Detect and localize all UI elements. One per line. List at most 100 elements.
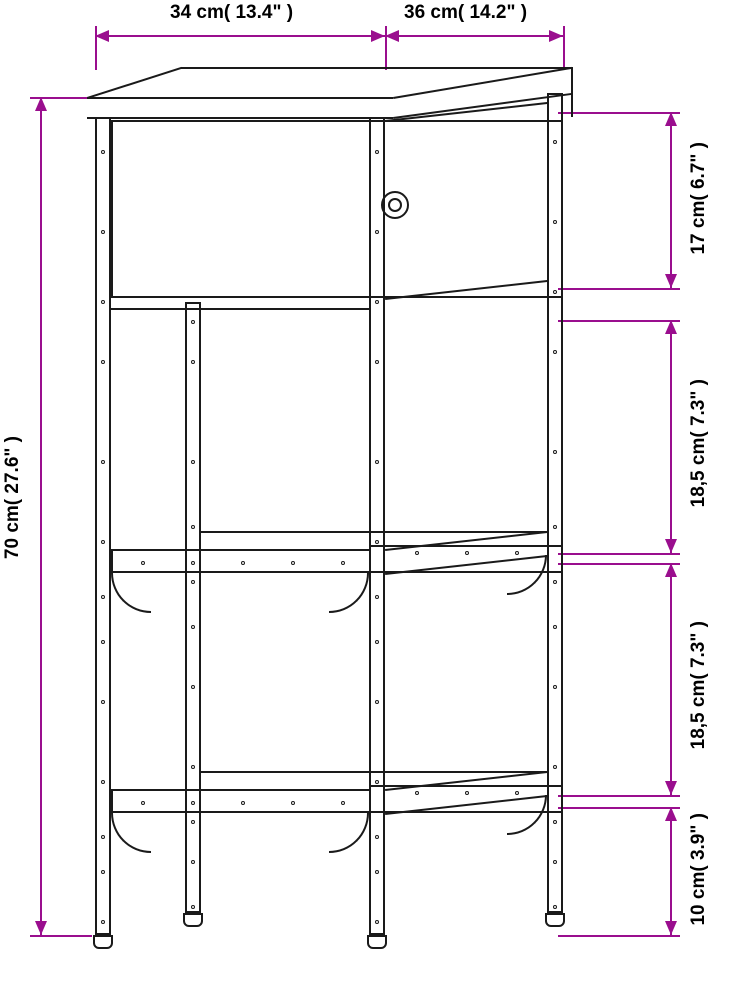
- dim-end-bar: [30, 97, 92, 99]
- rivet: [375, 920, 379, 924]
- shelf-2-back: [201, 771, 547, 773]
- bracket-s2-fl: [111, 813, 151, 853]
- arrow-icon: [35, 97, 47, 111]
- rivet: [375, 700, 379, 704]
- top-back-edge: [181, 67, 571, 69]
- bracket-s2-br: [507, 795, 547, 835]
- rivet: [241, 801, 245, 805]
- rivet: [191, 625, 195, 629]
- dim-in: ( 14.2" ): [458, 2, 527, 23]
- dim-end-bar: [558, 112, 680, 114]
- bracket-s1-br: [507, 555, 547, 595]
- dim-end-bar: [558, 288, 680, 290]
- rivet: [375, 780, 379, 784]
- rivet: [553, 220, 557, 224]
- rivet: [191, 460, 195, 464]
- arrow-icon: [665, 274, 677, 288]
- dim-label-d1: 17 cm( 6.7" ): [688, 142, 710, 255]
- rivet: [101, 230, 105, 234]
- arrow-icon: [665, 563, 677, 577]
- dim-line-d4: [670, 807, 672, 935]
- dim-end-bar: [95, 26, 97, 70]
- arrow-icon: [665, 781, 677, 795]
- shelf-1-back: [201, 531, 547, 533]
- diagram-canvas: 34 cm( 13.4" )36 cm( 14.2" )70 cm( 27.6"…: [0, 0, 737, 983]
- rivet: [191, 820, 195, 824]
- dim-end-bar: [563, 26, 565, 70]
- dim-in: ( 27.6" ): [2, 436, 23, 505]
- drawer-knob-inner: [388, 198, 402, 212]
- rivet: [415, 791, 419, 795]
- dim-in: ( 7.3" ): [688, 379, 709, 438]
- rivet: [341, 801, 345, 805]
- dim-line-d3: [670, 563, 672, 795]
- rivet: [101, 920, 105, 924]
- arrow-icon: [665, 112, 677, 126]
- rivet: [375, 300, 379, 304]
- rivet: [375, 640, 379, 644]
- rivet: [191, 765, 195, 769]
- top-left-diag: [87, 67, 182, 99]
- rivet: [553, 450, 557, 454]
- bracket-s1-fl: [111, 573, 151, 613]
- rivet: [141, 561, 145, 565]
- rivet: [553, 820, 557, 824]
- rivet: [141, 801, 145, 805]
- rivet: [375, 150, 379, 154]
- dim-in: ( 13.4" ): [224, 2, 293, 23]
- rivet: [291, 801, 295, 805]
- rivet: [101, 595, 105, 599]
- rivet: [465, 551, 469, 555]
- dim-in: ( 6.7" ): [688, 142, 709, 201]
- arrow-icon: [665, 320, 677, 334]
- rivet: [191, 360, 195, 364]
- rivet: [553, 685, 557, 689]
- arrow-icon: [549, 30, 563, 42]
- dim-end-bar: [558, 807, 680, 809]
- rivet: [101, 150, 105, 154]
- arrow-icon: [385, 30, 399, 42]
- rivet: [341, 561, 345, 565]
- rivet: [191, 685, 195, 689]
- top-right-side: [571, 67, 573, 117]
- dim-cm: 18,5 cm: [688, 680, 709, 750]
- rivet: [553, 860, 557, 864]
- rivet: [553, 140, 557, 144]
- dim-cm: 36 cm: [404, 2, 458, 23]
- rivet: [191, 801, 195, 805]
- top-front-edge-bottom: [87, 117, 393, 119]
- drawer-left-panel: [111, 120, 369, 298]
- arrow-icon: [35, 921, 47, 935]
- rivet: [191, 580, 195, 584]
- dim-line-depth: [385, 35, 563, 37]
- rivet: [553, 905, 557, 909]
- rivet: [553, 580, 557, 584]
- rivet: [101, 460, 105, 464]
- dim-line-width-a: [95, 35, 385, 37]
- dim-label-d2: 18,5 cm( 7.3" ): [688, 379, 710, 507]
- dim-line-d1: [670, 112, 672, 288]
- dim-cm: 70 cm: [2, 505, 23, 559]
- rivet: [375, 230, 379, 234]
- rivet: [101, 360, 105, 364]
- shelf-2-front: [111, 789, 369, 813]
- rivet: [191, 320, 195, 324]
- rivet: [465, 791, 469, 795]
- arrow-icon: [95, 30, 109, 42]
- dim-cm: 18,5 cm: [688, 437, 709, 507]
- dim-label-d4: 10 cm( 3.9" ): [688, 813, 710, 926]
- rivet: [375, 360, 379, 364]
- dim-line-height: [40, 97, 42, 935]
- arrow-icon: [371, 30, 385, 42]
- dim-label-depth: 36 cm( 14.2" ): [404, 2, 527, 24]
- dim-in: ( 3.9" ): [688, 813, 709, 872]
- rivet: [553, 290, 557, 294]
- dim-cm: 10 cm: [688, 872, 709, 926]
- arrow-icon: [665, 921, 677, 935]
- rivet: [101, 300, 105, 304]
- rivet: [101, 540, 105, 544]
- foot-front-right: [367, 935, 387, 949]
- dim-in: ( 7.3" ): [688, 621, 709, 680]
- foot-back-right: [545, 913, 565, 927]
- rivet: [553, 525, 557, 529]
